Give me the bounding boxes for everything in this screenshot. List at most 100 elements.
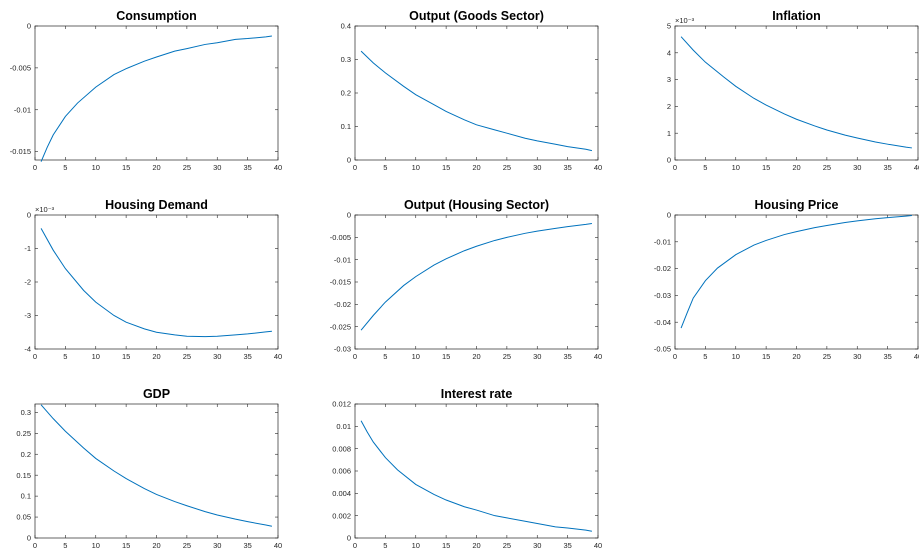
x-tick-label: 35 — [243, 541, 251, 550]
x-tick-label: 5 — [63, 352, 67, 361]
y-tick-label: -0.02 — [334, 300, 351, 309]
y-tick-label: 0.1 — [21, 492, 31, 501]
y-tick-label: 0 — [667, 156, 671, 165]
x-tick-label: 5 — [383, 352, 387, 361]
x-tick-label: 30 — [213, 541, 221, 550]
y-tick-label: 3 — [667, 75, 671, 84]
x-tick-label: 30 — [853, 352, 861, 361]
y-tick-label: -0.05 — [654, 345, 671, 354]
y-tick-label: 0.25 — [16, 429, 31, 438]
y-tick-label: -0.03 — [334, 345, 351, 354]
x-tick-label: 35 — [883, 352, 891, 361]
x-tick-label: 30 — [533, 352, 541, 361]
plot-area — [354, 25, 599, 161]
y-tick-label: 0 — [347, 534, 351, 543]
x-tick-label: 5 — [63, 163, 67, 172]
y-tick-label: -0.02 — [654, 264, 671, 273]
x-tick-label: 30 — [533, 163, 541, 172]
y-tick-label: 0.1 — [341, 122, 351, 131]
y-exponent-label: ×10⁻³ — [35, 205, 55, 214]
x-tick-label: 30 — [213, 163, 221, 172]
x-tick-label: 25 — [503, 163, 511, 172]
x-tick-label: 10 — [732, 163, 740, 172]
x-tick-label: 35 — [243, 352, 251, 361]
x-tick-label: 10 — [732, 352, 740, 361]
x-tick-label: 25 — [183, 352, 191, 361]
x-tick-label: 20 — [152, 163, 160, 172]
x-tick-label: 10 — [92, 541, 100, 550]
y-tick-label: 0 — [347, 156, 351, 165]
x-tick-label: 0 — [33, 352, 37, 361]
x-tick-label: 15 — [442, 163, 450, 172]
y-tick-label: 0.2 — [21, 450, 31, 459]
x-tick-label: 0 — [673, 352, 677, 361]
subplot-3: Inflation 0 5 10 15 20 25 30 35 40 0 1 2 3 4 5 ×10⁻³ — [667, 9, 919, 172]
x-tick-label: 30 — [853, 163, 861, 172]
x-tick-label: 10 — [92, 352, 100, 361]
x-tick-label: 20 — [152, 352, 160, 361]
x-tick-label: 25 — [823, 163, 831, 172]
series-line — [680, 36, 912, 149]
x-tick-label: 30 — [213, 352, 221, 361]
y-tick-label: 0.01 — [336, 422, 351, 431]
chart-title: Housing Price — [754, 198, 838, 212]
y-tick-label: -1 — [24, 244, 31, 253]
plot-area — [34, 25, 279, 161]
x-tick-label: 5 — [63, 541, 67, 550]
chart-title: Interest rate — [441, 387, 513, 401]
y-tick-label: 0 — [667, 211, 671, 220]
x-tick-label: 40 — [914, 163, 919, 172]
y-tick-label: 0.004 — [332, 489, 351, 498]
x-tick-label: 20 — [792, 352, 800, 361]
plot-area — [354, 214, 599, 350]
series-line — [680, 215, 912, 329]
y-tick-label: -0.01 — [14, 105, 31, 114]
series-line — [40, 35, 272, 162]
chart-title: GDP — [143, 387, 170, 401]
y-tick-label: 0 — [347, 211, 351, 220]
subplot-1: Consumption 0 5 10 15 20 25 30 35 40 -0.015 -0.01 -0… — [10, 9, 282, 172]
x-tick-label: 20 — [152, 541, 160, 550]
series-line — [40, 228, 272, 338]
y-tick-label: -0.03 — [654, 291, 671, 300]
plot-area — [34, 214, 279, 350]
x-tick-label: 25 — [503, 541, 511, 550]
x-tick-label: 15 — [442, 541, 450, 550]
y-tick-label: 0.3 — [341, 55, 351, 64]
y-tick-label: 0 — [27, 211, 31, 220]
y-tick-label: 5 — [667, 22, 671, 31]
x-tick-label: 0 — [33, 541, 37, 550]
series-line — [360, 420, 593, 532]
x-tick-label: 10 — [412, 352, 420, 361]
subplot-4: Housing Demand 0 5 10 15 20 25 30 35 40 -4 -3 -2 -1 0 ×… — [24, 198, 282, 361]
x-tick-label: 10 — [412, 541, 420, 550]
subplot-5: Output (Housing Sector) 0 5 10 15 20 25 30 35 40 -… — [330, 198, 602, 361]
y-tick-label: 0.4 — [341, 22, 351, 31]
series-line — [360, 50, 593, 152]
plot-area — [674, 214, 919, 350]
x-tick-label: 25 — [503, 352, 511, 361]
x-tick-label: 25 — [183, 163, 191, 172]
x-tick-label: 40 — [914, 352, 919, 361]
y-tick-label: 0.2 — [341, 89, 351, 98]
y-tick-label: 0.002 — [332, 511, 351, 520]
y-tick-label: -0.005 — [330, 233, 351, 242]
y-tick-label: 0.008 — [332, 444, 351, 453]
y-tick-label: 2 — [667, 102, 671, 111]
x-tick-label: 25 — [823, 352, 831, 361]
series-line — [360, 222, 592, 331]
x-tick-label: 5 — [383, 541, 387, 550]
y-tick-label: 0 — [27, 534, 31, 543]
x-tick-label: 35 — [883, 163, 891, 172]
x-tick-label: 15 — [122, 541, 130, 550]
subplot-6: Housing Price 0 5 10 15 20 25 30 35 40 -0.05 -0.04 -… — [654, 198, 919, 361]
x-tick-label: 20 — [792, 163, 800, 172]
x-tick-label: 15 — [762, 163, 770, 172]
x-tick-label: 35 — [563, 541, 571, 550]
x-tick-label: 0 — [353, 163, 357, 172]
series-line — [40, 404, 273, 527]
y-tick-label: 0.15 — [16, 471, 31, 480]
y-exponent-label: ×10⁻³ — [675, 16, 695, 25]
y-tick-label: 0 — [27, 22, 31, 31]
